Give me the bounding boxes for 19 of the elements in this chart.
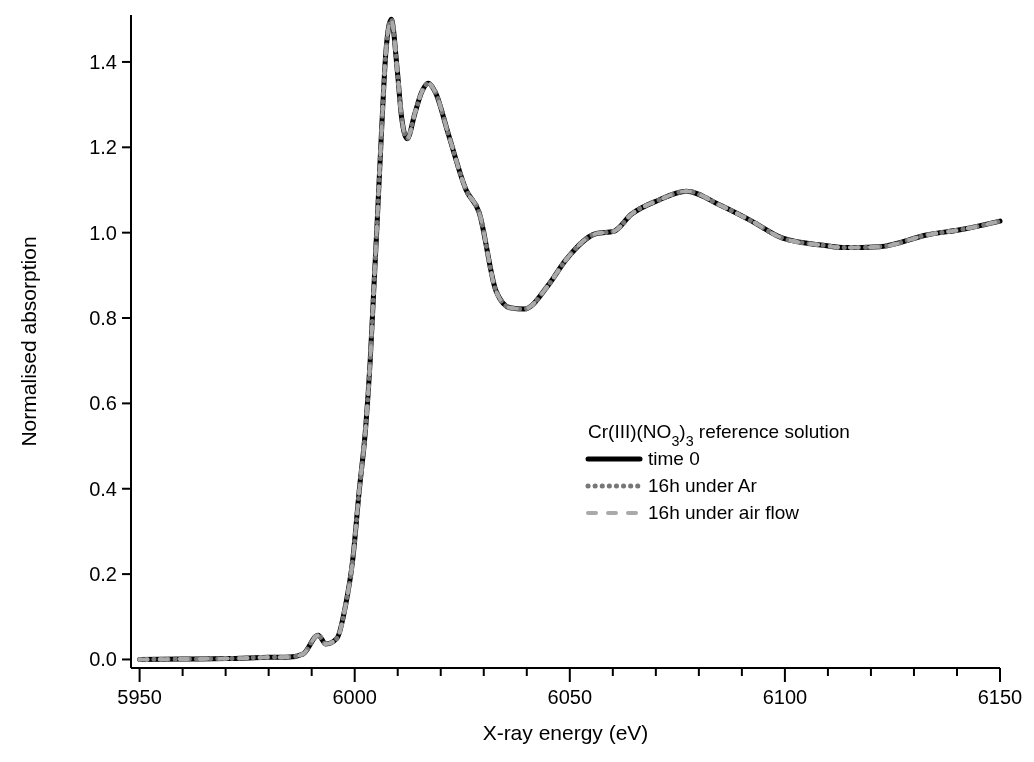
y-tick-label: 0.0 <box>89 648 117 671</box>
legend-label: time 0 <box>648 448 700 469</box>
y-tick-label: 1.0 <box>89 221 117 244</box>
x-tick-label: 6100 <box>762 686 808 708</box>
x-tick-label: 6000 <box>332 686 377 708</box>
x-axis-title: X-ray energy (eV) <box>482 721 649 744</box>
y-tick-label: 0.6 <box>89 392 117 415</box>
y-tick-label: 1.2 <box>89 136 117 159</box>
x-tick-label: 6050 <box>547 686 593 708</box>
y-tick-label: 0.2 <box>89 563 117 586</box>
legend-title: Cr(III)(NO$_{3}$)$_{3}$ reference solution <box>588 421 850 449</box>
x-tick-label: 6150 <box>977 686 1023 708</box>
y-tick-label: 1.4 <box>89 50 117 73</box>
y-tick-label: 0.4 <box>89 477 117 500</box>
x-tick-label: 5950 <box>117 686 162 708</box>
legend-label: 16h under Ar <box>648 475 758 496</box>
y-axis-title: Normalised absorption <box>17 236 40 447</box>
y-tick-label: 0.8 <box>89 307 117 330</box>
legend-label: 16h under air flow <box>648 502 800 523</box>
